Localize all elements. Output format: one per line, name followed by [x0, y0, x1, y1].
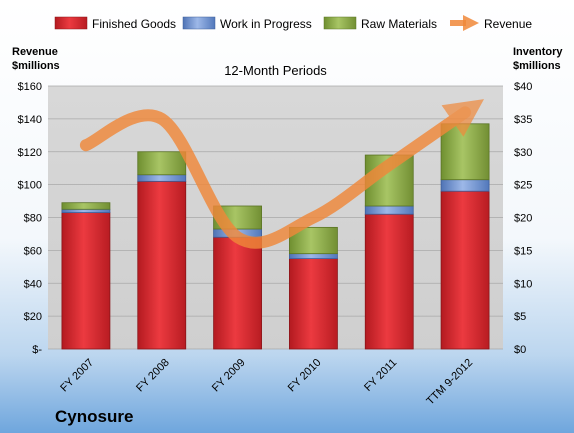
- chart-subtitle: 12-Month Periods: [224, 63, 327, 78]
- right-tick-label: $0: [514, 344, 526, 356]
- left-tick-label: $120: [18, 147, 42, 159]
- category-label: FY 2008: [134, 357, 172, 395]
- bar-work-in-progress: [61, 208, 111, 213]
- category-label: FY 2010: [286, 357, 324, 395]
- category-label: FY 2009: [210, 357, 248, 395]
- left-axis-title-line1: Revenue: [12, 46, 58, 58]
- bar-finished-goods: [364, 213, 414, 350]
- bar-work-in-progress: [364, 205, 414, 215]
- revenue-line-path: [79, 99, 485, 249]
- legend-item-raw-materials: Raw Materials: [323, 16, 437, 31]
- legend-label-revenue: Revenue: [484, 17, 532, 31]
- right-tick-label: $15: [514, 245, 532, 257]
- legend: Finished Goods Work in Progress Raw Mate…: [54, 15, 532, 31]
- revenue-line: [79, 99, 485, 249]
- category-label: FY 2007: [58, 357, 96, 395]
- bar-raw-materials: [440, 123, 490, 181]
- right-axis-title-line1: Inventory: [513, 46, 563, 58]
- bar-work-in-progress: [137, 174, 187, 182]
- legend-swatch-finished-goods: [54, 16, 88, 30]
- right-tick-label: $5: [514, 311, 526, 323]
- bar-finished-goods: [137, 180, 187, 350]
- legend-label-work-in-progress: Work in Progress: [220, 17, 312, 31]
- right-tick-label: $10: [514, 278, 532, 290]
- legend-label-raw-materials: Raw Materials: [361, 17, 437, 31]
- legend-item-work-in-progress: Work in Progress: [182, 16, 312, 31]
- right-tick-label: $30: [514, 147, 532, 159]
- right-tick-label: $20: [514, 213, 532, 225]
- category-label: FY 2011: [362, 357, 399, 394]
- legend-item-revenue: Revenue: [450, 15, 532, 31]
- left-axis-title-line2: $millions: [12, 60, 60, 72]
- left-tick-label: $140: [18, 114, 42, 126]
- legend-label-finished-goods: Finished Goods: [92, 17, 176, 31]
- bar-raw-materials: [137, 151, 187, 176]
- bar-finished-goods: [289, 258, 338, 350]
- left-tick-label: $160: [18, 81, 42, 93]
- bar-finished-goods: [213, 236, 262, 350]
- right-tick-label: $25: [514, 180, 532, 192]
- bar-finished-goods: [440, 190, 490, 350]
- left-tick-label: $80: [24, 213, 42, 225]
- right-tick-label: $40: [514, 81, 532, 93]
- company-name: Cynosure: [55, 407, 133, 426]
- right-axis-title-line2: $millions: [513, 60, 561, 72]
- legend-swatch-raw-materials: [323, 16, 357, 30]
- legend-arrow-icon: [463, 15, 479, 31]
- legend-swatch-work-in-progress: [182, 16, 216, 30]
- right-tick-label: $35: [514, 114, 532, 126]
- left-tick-label: $-: [32, 344, 42, 356]
- bar-work-in-progress: [289, 253, 338, 259]
- left-tick-label: $40: [24, 278, 42, 290]
- bars: [61, 123, 490, 350]
- left-tick-label: $60: [24, 245, 42, 257]
- category-label: TTM 9-2012: [424, 357, 475, 408]
- legend-item-finished-goods: Finished Goods: [54, 16, 176, 31]
- bar-finished-goods: [61, 212, 111, 350]
- bar-work-in-progress: [440, 179, 490, 192]
- left-tick-label: $20: [24, 311, 42, 323]
- bar-raw-materials: [61, 202, 111, 210]
- left-tick-label: $100: [18, 180, 42, 192]
